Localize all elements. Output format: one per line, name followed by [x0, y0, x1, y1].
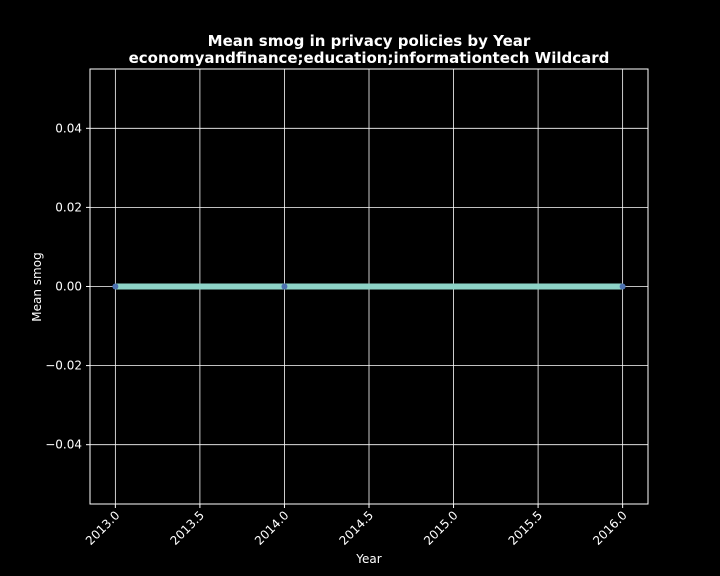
x-axis-label: Year	[355, 552, 381, 566]
y-tick-label: 0.04	[55, 121, 82, 135]
y-tick-label: −0.04	[45, 438, 82, 452]
chart-title: Mean smog in privacy policies by Year	[208, 32, 531, 50]
data-point	[112, 283, 119, 290]
data-point	[619, 283, 626, 290]
y-tick-label: 0.02	[55, 200, 82, 214]
series-layer	[112, 283, 626, 290]
y-axis-label: Mean smog	[30, 252, 44, 321]
y-tick-label: −0.02	[45, 359, 82, 373]
data-point	[281, 283, 288, 290]
y-tick-label: 0.00	[55, 280, 82, 294]
chart-subtitle: economyandfinance;education;informationt…	[129, 49, 610, 67]
